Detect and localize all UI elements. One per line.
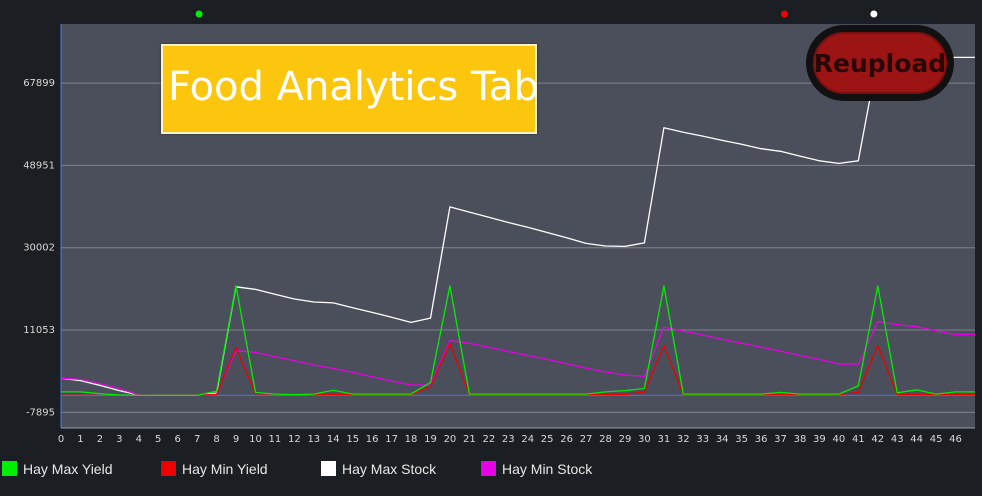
x-tick-label: 14 xyxy=(327,434,340,445)
x-tick-label: 39 xyxy=(813,434,826,445)
y-tick-label: 67899 xyxy=(23,78,55,89)
y-tick-label: 48951 xyxy=(23,160,55,171)
x-tick-label: 2 xyxy=(97,434,103,445)
series-line-hay-max-stock xyxy=(60,55,975,397)
x-tick-label: 15 xyxy=(346,434,359,445)
x-tick-label: 18 xyxy=(405,434,418,445)
x-tick-label: 5 xyxy=(155,434,161,445)
x-tick-label: 29 xyxy=(619,434,632,445)
y-tick-label: 11053 xyxy=(23,325,55,336)
x-tick-label: 37 xyxy=(774,434,787,445)
x-tick-label: 41 xyxy=(852,434,865,445)
x-tick-label: 17 xyxy=(385,434,398,445)
tab-banner-text: Food Analytics Tab xyxy=(168,64,539,110)
x-tick-label: 13 xyxy=(307,434,320,445)
legend-swatch xyxy=(2,461,17,476)
x-tick-label: 25 xyxy=(541,434,554,445)
legend-label: Hay Min Yield xyxy=(182,461,268,477)
x-tick-label: 23 xyxy=(502,434,515,445)
x-tick-label: 7 xyxy=(194,434,200,445)
x-tick-label: 22 xyxy=(482,434,495,445)
legend: Hay Max Yield Hay Min Yield Hay Max Stock H… xyxy=(0,460,982,480)
y-tick-label: 30002 xyxy=(23,243,55,254)
x-tick-label: 9 xyxy=(233,434,239,445)
x-tick-label: 32 xyxy=(677,434,690,445)
x-tick-label: 26 xyxy=(560,434,573,445)
x-tick-label: 28 xyxy=(599,434,612,445)
x-tick-label: 0 xyxy=(58,434,64,445)
x-tick-label: 3 xyxy=(116,434,122,445)
x-tick-label: 42 xyxy=(871,434,884,445)
x-tick-label: 36 xyxy=(755,434,768,445)
x-tick-label: 31 xyxy=(657,434,670,445)
x-tick-label: 1 xyxy=(77,434,83,445)
legend-label: Hay Max Yield xyxy=(23,461,113,477)
reupload-label: Reupload xyxy=(813,48,947,78)
reupload-button[interactable]: Reupload xyxy=(806,25,954,101)
x-tick-label: 11 xyxy=(269,434,282,445)
reupload-button-face[interactable]: Reupload xyxy=(810,29,950,97)
x-tick-label: 38 xyxy=(794,434,807,445)
x-tick-label: 34 xyxy=(716,434,729,445)
x-tick-label: 35 xyxy=(735,434,748,445)
x-tick-label: 30 xyxy=(638,434,651,445)
series-line-hay-max-yield xyxy=(61,285,975,397)
legend-swatch xyxy=(161,461,176,476)
tab-banner: Food Analytics Tab xyxy=(161,44,539,134)
x-tick-label: 40 xyxy=(833,434,846,445)
x-tick-label: 27 xyxy=(580,434,593,445)
x-tick-label: 46 xyxy=(949,434,962,445)
x-tick-label: 16 xyxy=(366,434,379,445)
x-tick-label: 19 xyxy=(424,434,437,445)
x-tick-label: 43 xyxy=(891,434,904,445)
x-tick-label: 24 xyxy=(521,434,534,445)
x-tick-label: 20 xyxy=(444,434,457,445)
x-tick-label: 4 xyxy=(136,434,142,445)
x-tick-label: 45 xyxy=(930,434,943,445)
legend-label: Hay Max Stock xyxy=(342,461,437,477)
x-tick-label: 6 xyxy=(174,434,180,445)
series-marker-dot xyxy=(870,10,878,18)
y-tick-label: -7895 xyxy=(26,407,55,418)
legend-swatch xyxy=(321,461,336,476)
x-tick-label: 12 xyxy=(288,434,301,445)
x-tick-label: 10 xyxy=(249,434,262,445)
series-marker-dot xyxy=(780,10,788,18)
series-marker-dot xyxy=(195,10,203,18)
x-tick-label: 21 xyxy=(463,434,476,445)
legend-label: Hay Min Stock xyxy=(502,461,593,477)
x-tick-label: 33 xyxy=(696,434,709,445)
legend-swatch xyxy=(481,461,496,476)
x-tick-label: 8 xyxy=(213,434,219,445)
x-tick-label: 44 xyxy=(910,434,923,445)
